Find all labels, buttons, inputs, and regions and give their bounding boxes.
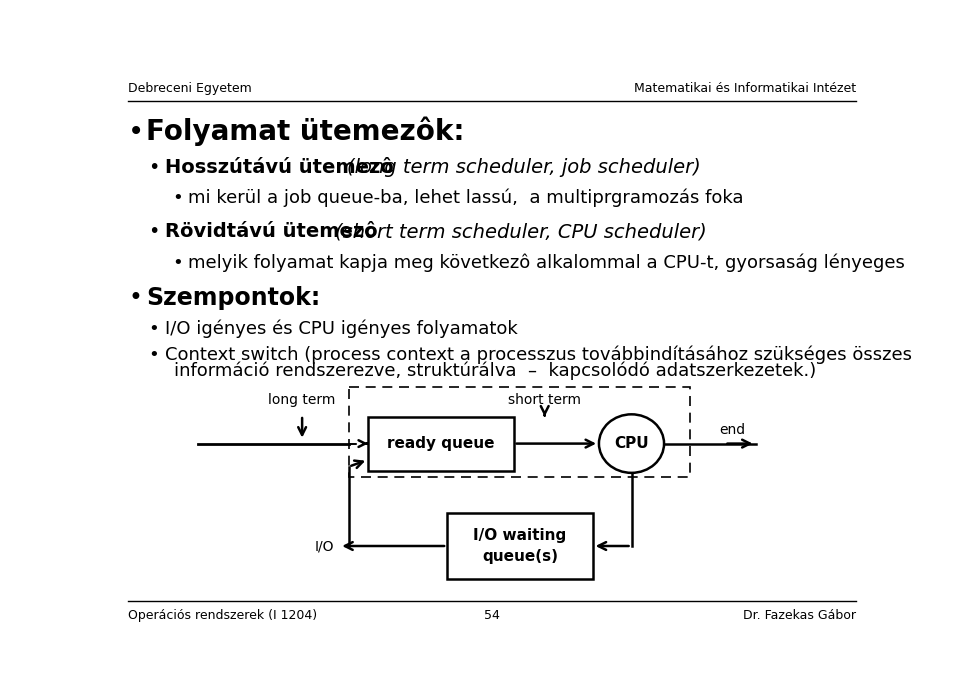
Text: információ rendszerezve, struktúrálva  –  kapcsolódó adatszerkezetek.): információ rendszerezve, struktúrálva – … <box>175 361 817 379</box>
Text: Matematikai és Informatikai Intézet: Matematikai és Informatikai Intézet <box>635 82 856 94</box>
Text: •: • <box>172 189 182 207</box>
Text: •: • <box>149 158 159 176</box>
Text: melyik folyamat kapja meg következô alkalommal a CPU-t, gyorsaság lényeges: melyik folyamat kapja meg következô alka… <box>188 253 905 272</box>
Text: (short term scheduler, CPU scheduler): (short term scheduler, CPU scheduler) <box>335 223 707 241</box>
Ellipse shape <box>599 414 664 473</box>
Text: •: • <box>149 346 159 364</box>
Text: ready queue: ready queue <box>387 436 494 451</box>
Text: I/O: I/O <box>314 539 334 553</box>
Text: Operációs rendszerek (I 1204): Operációs rendszerek (I 1204) <box>128 609 317 622</box>
Text: •: • <box>149 223 159 241</box>
Text: •: • <box>128 118 144 146</box>
Text: I/O waiting
queue(s): I/O waiting queue(s) <box>473 528 566 564</box>
Bar <box>349 386 690 477</box>
Text: (long term scheduler, job scheduler): (long term scheduler, job scheduler) <box>348 158 701 176</box>
Text: Hosszútávú ütemezô: Hosszútávú ütemezô <box>165 158 400 176</box>
Text: •: • <box>129 286 142 310</box>
Text: Dr. Fazekas Gábor: Dr. Fazekas Gábor <box>743 609 856 622</box>
Text: end: end <box>719 424 745 438</box>
Text: short term: short term <box>508 393 581 407</box>
Text: Debreceni Egyetem: Debreceni Egyetem <box>128 82 252 94</box>
Text: •: • <box>149 320 159 338</box>
Text: Folyamat ütemezôk:: Folyamat ütemezôk: <box>146 117 465 146</box>
Text: CPU: CPU <box>614 436 649 451</box>
Text: long term: long term <box>269 393 336 407</box>
Text: mi kerül a job queue-ba, lehet lassú,  a multiprgramozás foka: mi kerül a job queue-ba, lehet lassú, a … <box>188 189 744 207</box>
Text: •: • <box>172 253 182 272</box>
Text: Szempontok:: Szempontok: <box>146 286 321 310</box>
Text: Rövidtávú ütemezô: Rövidtávú ütemezô <box>165 223 384 241</box>
Text: I/O igényes és CPU igényes folyamatok: I/O igényes és CPU igényes folyamatok <box>165 320 517 338</box>
Text: 54: 54 <box>484 609 500 622</box>
Text: Context switch (process context a processzus továbbindításához szükséges összes: Context switch (process context a proces… <box>165 346 912 364</box>
Bar <box>447 513 592 579</box>
Bar <box>368 416 514 470</box>
